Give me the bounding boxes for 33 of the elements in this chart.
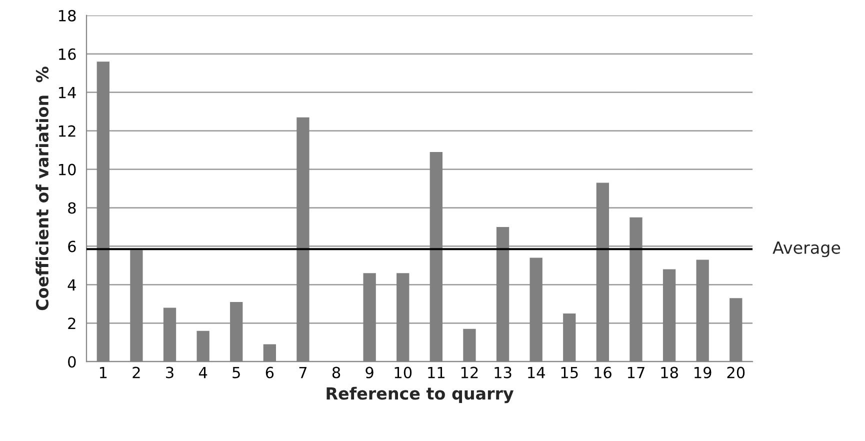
- y-tick-label: 12: [59, 125, 76, 137]
- y-tick-label: 10: [59, 164, 76, 176]
- x-tick-label: 6: [266, 366, 274, 378]
- x-tick-label: 7: [299, 366, 307, 378]
- x-tick-label: 17: [628, 366, 644, 378]
- y-tick-label: 4: [68, 279, 76, 290]
- x-tick-label: 5: [232, 366, 240, 378]
- y-tick-label: 14: [59, 87, 76, 98]
- x-tick-label: 4: [198, 366, 208, 378]
- x-tick-label: 18: [661, 366, 678, 378]
- x-tick-label: 19: [694, 366, 712, 378]
- y-tick-label: 8: [68, 202, 76, 214]
- x-tick-label: 14: [528, 366, 545, 378]
- x-tick-label: 1: [100, 366, 107, 378]
- y-tick-label: 16: [59, 48, 76, 60]
- x-tick-label: 10: [394, 366, 412, 378]
- x-tick-label: 12: [461, 366, 478, 378]
- y-tick-label: 6: [68, 240, 76, 252]
- y-tick-label: 18: [59, 10, 76, 22]
- y-axis-title: Coefficient of variation %: [36, 66, 49, 310]
- x-tick-label: 20: [727, 366, 745, 378]
- x-tick-label: 16: [594, 366, 612, 378]
- x-tick-label: 8: [332, 366, 340, 378]
- y-tick-label: 2: [68, 318, 76, 329]
- x-tick-label: 3: [166, 366, 174, 378]
- x-tick-label: 9: [366, 366, 374, 378]
- x-tick-label: 13: [494, 366, 512, 378]
- y-tick-label: 0: [68, 356, 76, 368]
- x-tick-label: 2: [132, 366, 140, 378]
- x-tick-label: 11: [428, 366, 444, 378]
- x-axis-title: Reference to quarry: [326, 386, 514, 404]
- x-tick-label: 15: [561, 366, 578, 378]
- ref-line-label: Average: [772, 242, 840, 258]
